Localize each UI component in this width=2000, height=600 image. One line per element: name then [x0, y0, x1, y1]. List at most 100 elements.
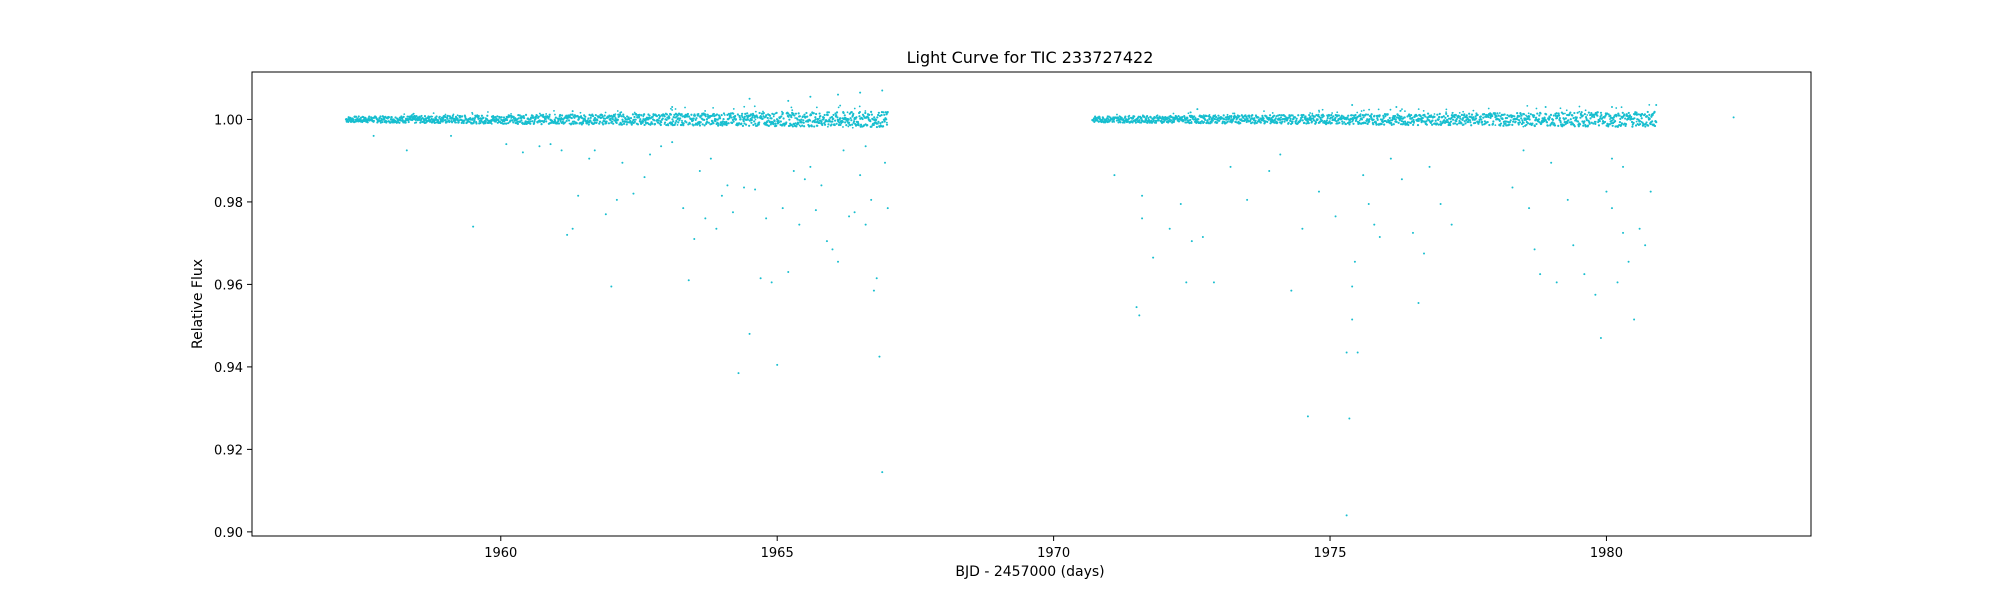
data-point	[531, 115, 534, 117]
data-point	[830, 123, 833, 126]
data-point	[671, 118, 674, 121]
data-point	[379, 115, 382, 118]
data-point	[1161, 115, 1164, 118]
data-point	[1295, 119, 1298, 122]
data-point	[444, 116, 447, 119]
data-point	[1474, 115, 1477, 118]
data-point	[698, 124, 702, 127]
data-point	[1415, 114, 1418, 117]
data-point	[557, 122, 561, 125]
data-point	[720, 121, 723, 124]
data-point	[835, 114, 838, 117]
data-point	[1303, 121, 1306, 124]
data-point	[875, 118, 878, 121]
data-point	[1179, 202, 1182, 205]
data-point	[1526, 122, 1530, 125]
data-point	[1143, 116, 1146, 119]
data-point	[1382, 114, 1385, 117]
data-point	[548, 113, 551, 116]
data-point	[816, 120, 819, 123]
data-point	[1462, 116, 1465, 120]
data-point	[818, 121, 821, 125]
data-point	[1157, 119, 1160, 122]
data-point	[808, 118, 811, 121]
data-point	[875, 277, 878, 280]
data-point	[663, 123, 666, 125]
data-point	[853, 107, 856, 110]
data-point	[1551, 118, 1555, 121]
data-point	[772, 123, 775, 126]
data-point	[690, 113, 693, 116]
data-point	[1118, 115, 1121, 118]
data-point	[448, 120, 451, 124]
data-point	[1507, 120, 1510, 124]
data-point	[1190, 120, 1193, 123]
data-point	[543, 119, 546, 122]
data-point	[610, 120, 614, 123]
data-point	[1381, 120, 1385, 124]
data-point	[886, 207, 889, 210]
data-point	[545, 113, 548, 115]
data-point	[767, 124, 770, 127]
data-point	[1533, 124, 1536, 128]
data-point	[1593, 115, 1596, 119]
data-point	[703, 118, 706, 121]
data-point	[1417, 117, 1420, 120]
data-point	[1487, 115, 1490, 119]
data-point	[688, 122, 691, 125]
data-point	[1508, 121, 1511, 124]
data-point	[1649, 122, 1652, 126]
data-point	[1380, 122, 1383, 126]
data-point	[1295, 117, 1298, 120]
data-point	[626, 121, 630, 124]
data-point	[1291, 121, 1294, 125]
data-point	[1566, 198, 1569, 201]
data-point	[1352, 118, 1355, 121]
data-point	[1544, 106, 1547, 109]
data-point	[1196, 108, 1199, 111]
data-point	[567, 119, 571, 122]
data-point	[407, 120, 410, 124]
data-point	[1330, 121, 1333, 125]
data-point	[684, 106, 686, 109]
data-point	[473, 118, 476, 122]
data-point	[1533, 248, 1536, 251]
data-point	[732, 112, 735, 115]
data-point	[885, 118, 888, 121]
data-point	[704, 115, 707, 118]
data-point	[830, 115, 834, 119]
data-point	[444, 113, 447, 116]
data-point	[473, 116, 477, 120]
data-point	[1468, 119, 1472, 122]
data-point	[532, 116, 535, 119]
data-point	[1379, 118, 1383, 121]
x-axis-label: BJD - 2457000 (days)	[955, 564, 1104, 580]
data-point	[649, 153, 652, 156]
data-point	[517, 117, 520, 120]
data-point	[651, 122, 654, 125]
data-point	[438, 115, 441, 118]
data-point	[1291, 120, 1294, 123]
data-point	[406, 115, 409, 118]
data-point	[1417, 108, 1420, 110]
data-point	[540, 122, 543, 126]
data-point	[1325, 119, 1328, 122]
data-point	[640, 114, 643, 117]
data-point	[1212, 115, 1216, 118]
data-point	[746, 112, 749, 115]
data-point	[803, 178, 806, 181]
data-point	[826, 125, 829, 128]
data-point	[544, 117, 547, 120]
data-point	[1499, 122, 1503, 125]
data-point	[1189, 118, 1192, 122]
data-point	[610, 285, 613, 288]
data-point	[1254, 119, 1257, 122]
data-point	[847, 118, 850, 121]
data-point	[842, 149, 845, 152]
data-point	[394, 116, 397, 119]
data-point	[1505, 116, 1509, 120]
x-tick-label: 1980	[1590, 546, 1623, 561]
data-point	[743, 105, 746, 108]
data-point	[821, 123, 824, 127]
data-point	[870, 198, 873, 201]
